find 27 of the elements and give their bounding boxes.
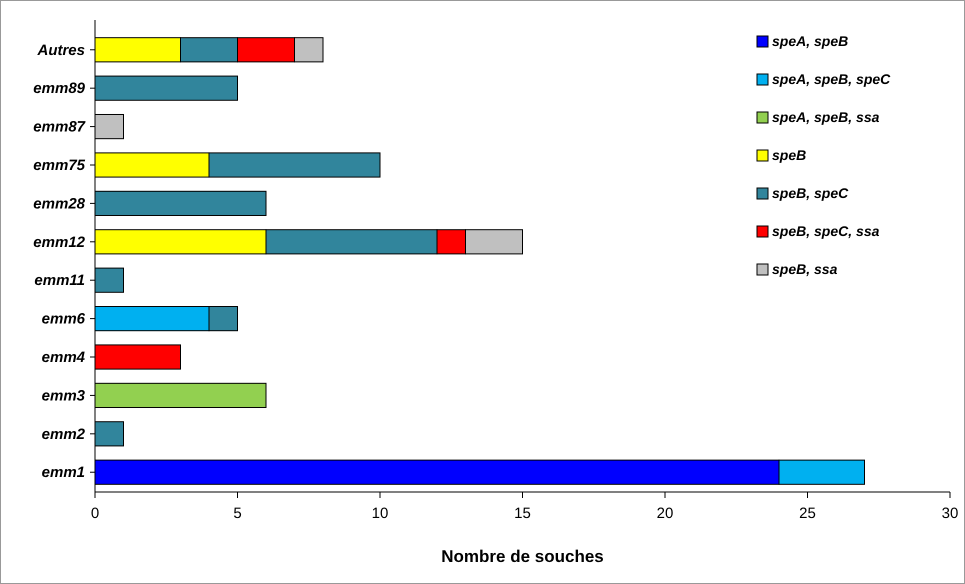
x-tick-label: 10 [372,505,388,522]
y-tick-label: emm6 [42,310,86,328]
y-tick-label: emm75 [33,156,86,174]
y-tick-label: emm1 [42,464,85,482]
y-tick-label: emm87 [33,118,86,136]
legend-label: speB, ssa [772,261,838,277]
x-tick-label: 30 [942,505,958,522]
legend-label: speB, speC, ssa [772,223,880,239]
x-tick-label: 20 [656,505,674,522]
x-axis-title: Nombre de souches [441,547,604,566]
y-tick-label: Autres [36,42,85,59]
x-tick-label: 5 [233,505,242,522]
y-tick-label: emm28 [33,195,86,212]
legend-label: speA, speB, speC [772,71,892,87]
legend-label: speA, speB [772,33,848,49]
x-tick-label: 15 [514,505,531,522]
y-tick-label: emm12 [33,234,86,251]
y-tick-label: emm3 [42,387,86,404]
y-tick-label: emm2 [42,426,86,443]
x-tick-label: 25 [799,505,816,522]
y-tick-label: emm89 [33,80,86,98]
legend-label: speB, speC [772,185,850,201]
y-tick-label: emm11 [34,272,85,290]
legend-label: speB [772,147,806,163]
legend-label: speA, speB, ssa [772,109,880,125]
y-tick-label: emm4 [42,349,86,366]
x-tick-label: 0 [90,505,100,522]
